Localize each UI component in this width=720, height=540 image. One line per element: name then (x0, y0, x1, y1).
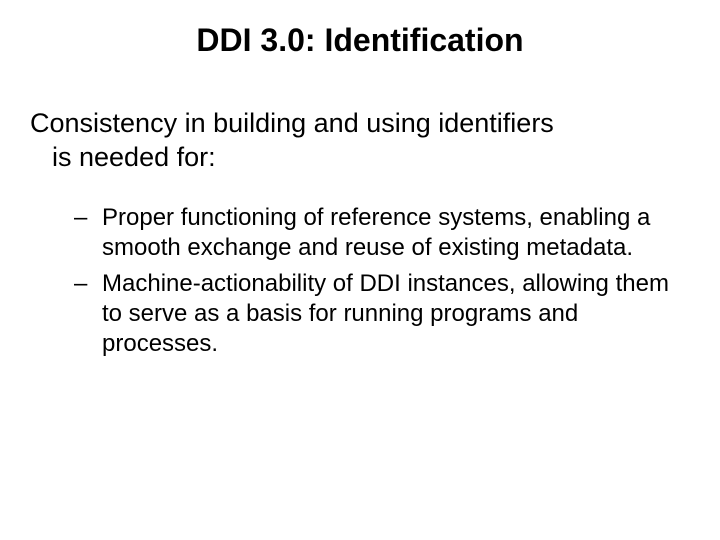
list-item: – Machine-actionability of DDI instances… (74, 269, 690, 359)
lead-line-2: is needed for: (30, 141, 690, 175)
bullet-list: – Proper functioning of reference system… (74, 203, 690, 359)
bullet-text: Machine-actionability of DDI instances, … (102, 269, 690, 359)
slide-title: DDI 3.0: Identification (30, 22, 690, 59)
dash-icon: – (74, 269, 87, 299)
slide: DDI 3.0: Identification Consistency in b… (0, 0, 720, 540)
list-item: – Proper functioning of reference system… (74, 203, 690, 263)
lead-paragraph: Consistency in building and using identi… (30, 107, 690, 175)
lead-line-1: Consistency in building and using identi… (30, 108, 554, 138)
dash-icon: – (74, 203, 87, 233)
bullet-text: Proper functioning of reference systems,… (102, 203, 690, 263)
